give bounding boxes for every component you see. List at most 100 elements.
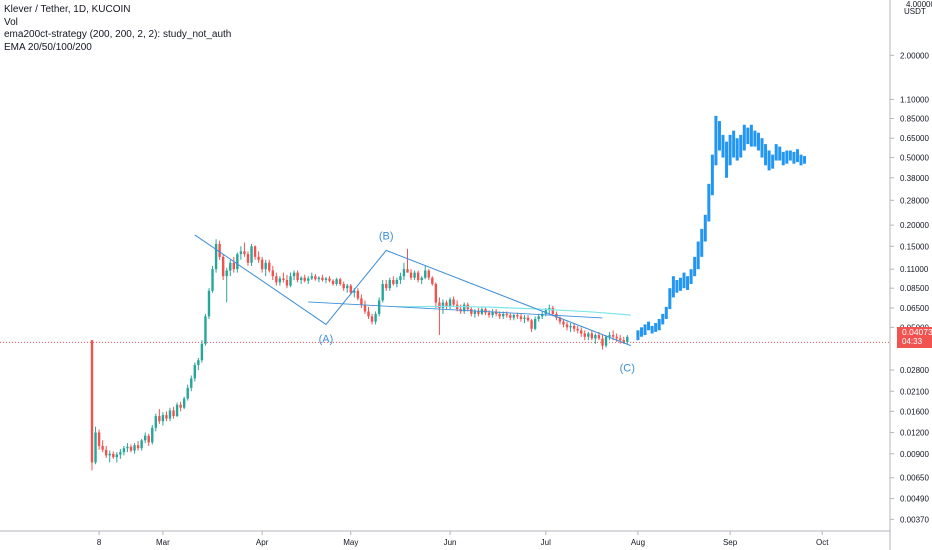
pump-bar [760, 138, 764, 158]
candle-body [551, 307, 555, 314]
pump-bar [661, 313, 665, 325]
y-tick-label: 0.15000 [900, 242, 929, 251]
ema-indicator-label[interactable]: EMA 20/50/100/200 [4, 41, 92, 53]
candle-body [175, 404, 179, 417]
pump-bar [714, 115, 718, 166]
candle-body [611, 335, 615, 337]
candle-body [498, 313, 501, 317]
candle-body [363, 304, 367, 312]
strategy-indicator-label[interactable]: ema200ct-strategy (200, 200, 2, 2): stud… [4, 29, 232, 41]
pump-bar [710, 154, 714, 196]
candle-body [441, 302, 445, 308]
candle-body [519, 316, 523, 319]
y-tick-label: 0.50000 [900, 154, 929, 163]
candle-body [346, 285, 349, 289]
candle-body [307, 278, 310, 281]
candle-body [186, 387, 189, 399]
candle-body [590, 333, 594, 339]
y-tick-label: 0.06500 [900, 304, 929, 313]
candle-body [282, 278, 285, 280]
candle-body [473, 311, 477, 314]
pump-bar [764, 144, 768, 166]
pump-bar [732, 130, 736, 158]
candle-body [349, 285, 352, 293]
candle-body [377, 300, 381, 314]
y-axis-currency: USDT [904, 7, 926, 16]
wave-bc-channel-line [308, 301, 603, 319]
candle-body [512, 315, 516, 318]
candle-body [484, 309, 487, 313]
candle-body [126, 446, 129, 449]
candle-body [221, 256, 225, 277]
candle-body [576, 328, 579, 331]
candle-body [264, 262, 267, 270]
y-tick-label: 0.28000 [900, 196, 929, 205]
y-tick-label: 0.38000 [900, 174, 929, 183]
candle-body [140, 440, 143, 449]
pump-bar [792, 151, 796, 164]
candle-body [108, 453, 111, 456]
candle-body [200, 343, 204, 361]
pump-bar [781, 151, 785, 166]
pump-bar [650, 325, 654, 334]
candle-body [395, 279, 399, 284]
candle-body [431, 277, 434, 284]
candle-body [356, 290, 360, 299]
candle-body [353, 290, 356, 293]
candle-body [491, 311, 494, 316]
x-tick-label: Mar [156, 538, 170, 547]
candle-body [154, 416, 158, 428]
chart-legend: Klever / Tether, 1D, KUCOIN Vol ema200ct… [4, 4, 231, 54]
y-tick-label-top: 4.00000 [906, 0, 932, 9]
y-tick-label: 0.11000 [900, 265, 929, 274]
candle-body [445, 302, 448, 307]
candle-body [101, 445, 104, 450]
y-tick-label: 0.85000 [900, 114, 929, 123]
candle-body [413, 272, 416, 278]
candle-body [537, 316, 540, 319]
candle-body [193, 364, 197, 379]
candle-body [487, 312, 491, 316]
candle-body [434, 283, 438, 303]
candle-body [438, 302, 441, 308]
candle-body [452, 299, 455, 305]
y-tick-label: 0.02100 [900, 387, 929, 396]
y-tick-label: 2.00000 [900, 51, 929, 60]
volume-indicator-label[interactable]: Vol [4, 16, 18, 28]
candle-body [172, 410, 175, 417]
x-tick-label: May [343, 538, 358, 547]
ema-line [396, 305, 631, 316]
candle-body [597, 335, 601, 339]
candle-body [416, 272, 420, 280]
pump-bar [647, 321, 651, 331]
x-tick-label: Jun [444, 538, 457, 547]
candle-body [303, 277, 306, 281]
candle-body [477, 311, 480, 314]
elliott-wave-trendline [194, 234, 631, 347]
candle-body [328, 278, 331, 281]
candle-body [335, 279, 338, 284]
symbol-title[interactable]: Klever / Tether, 1D, KUCOIN [4, 4, 131, 15]
candle-body [214, 243, 218, 270]
x-tick-label: Oct [816, 538, 829, 547]
candle-body [594, 335, 597, 339]
candle-body [225, 270, 228, 277]
candle-body [278, 278, 282, 283]
candle-body [136, 445, 140, 449]
pump-bar [785, 150, 789, 164]
wave-label: (B) [379, 230, 394, 242]
candle-body [104, 449, 108, 456]
candle-body [601, 338, 604, 346]
candle-body [448, 299, 452, 307]
candle-body [338, 279, 342, 284]
candle-body [463, 304, 466, 312]
pump-bar [639, 327, 643, 337]
y-tick-label: 0.65000 [900, 134, 929, 143]
wave-label: (A) [319, 333, 334, 345]
candle-body [204, 316, 207, 344]
candle-body [285, 279, 289, 286]
candle-body [292, 272, 296, 277]
candle-body [381, 283, 384, 301]
candle-body [402, 269, 406, 277]
